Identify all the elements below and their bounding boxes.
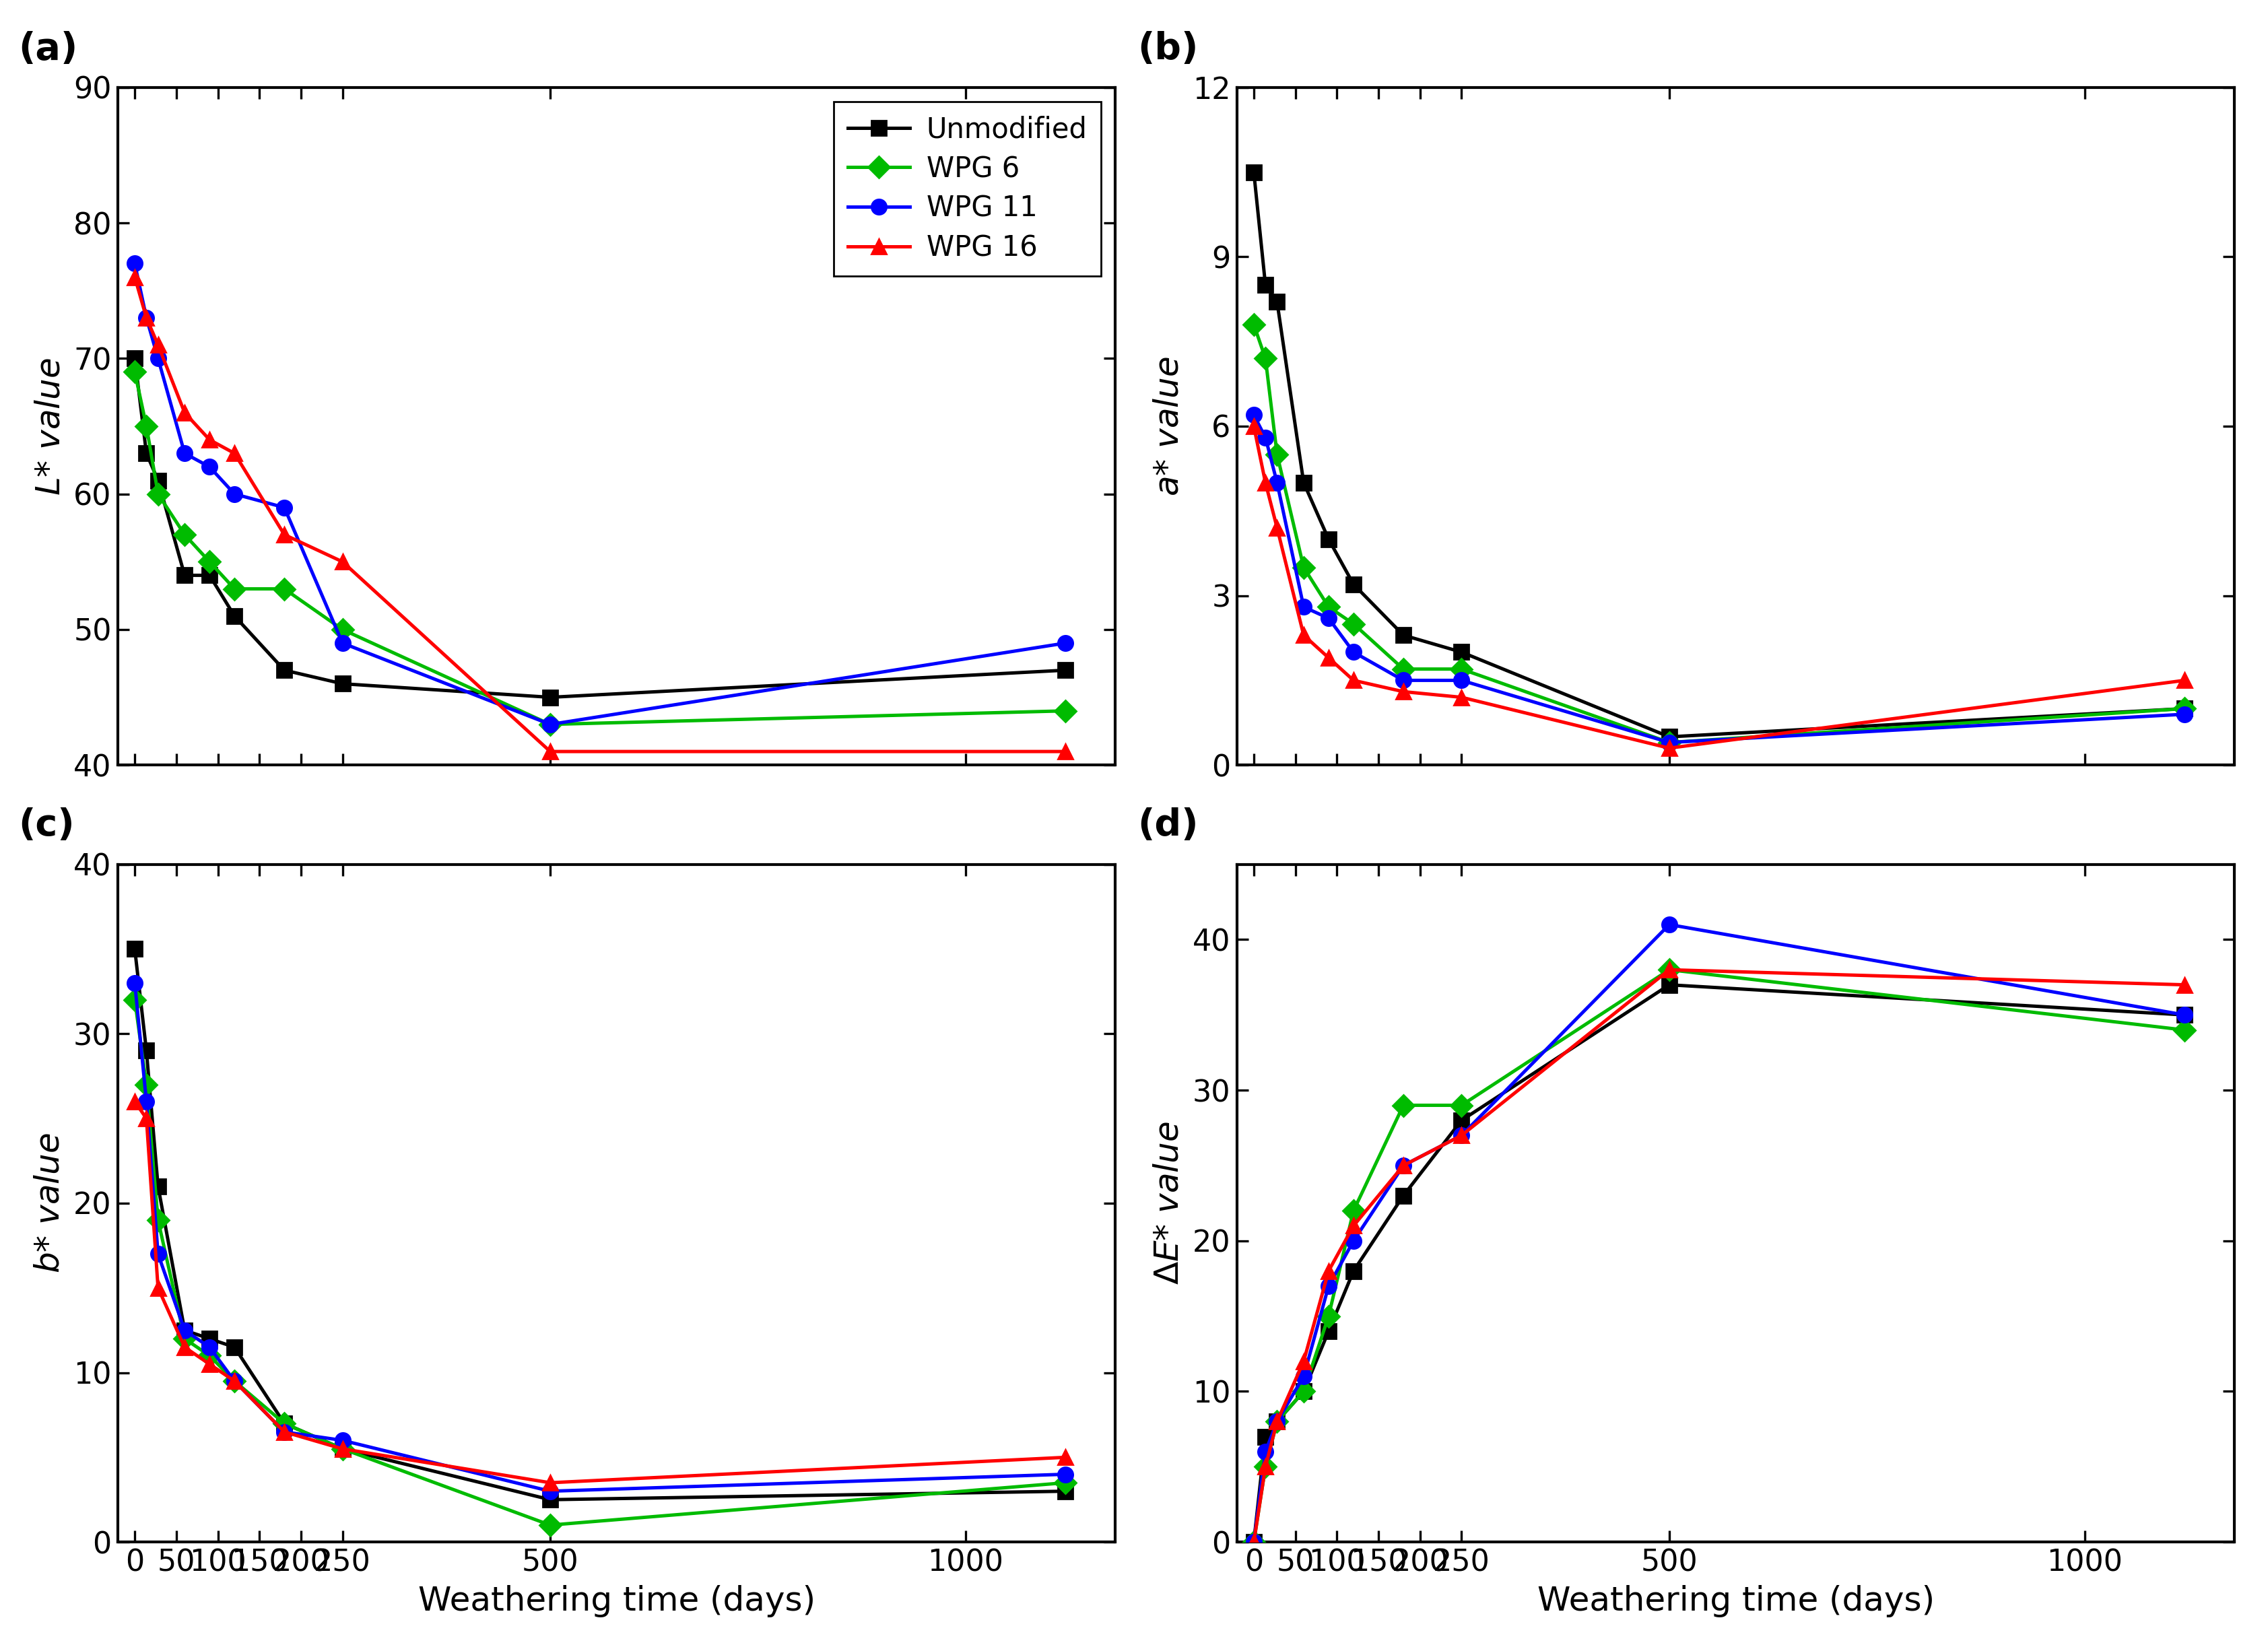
Text: (d): (d) [1139, 807, 1198, 844]
WPG 16 [1052, 741, 1080, 761]
Line: WPG 6: WPG 6 [127, 365, 1073, 731]
X-axis label: Weathering time (days): Weathering time (days) [1538, 1585, 1935, 1618]
Y-axis label: $a$* value: $a$* value [1152, 357, 1184, 497]
WPG 11 [270, 497, 297, 517]
WPG 11 [120, 254, 147, 274]
WPG 16 [195, 429, 222, 449]
X-axis label: Weathering time (days): Weathering time (days) [417, 1585, 816, 1618]
Text: (b): (b) [1139, 31, 1198, 68]
WPG 6 [195, 551, 222, 571]
WPG 11 [134, 307, 161, 327]
WPG 16 [270, 525, 297, 545]
WPG 6 [170, 525, 197, 545]
Unmodified [220, 606, 247, 626]
Text: (c): (c) [18, 807, 75, 844]
Y-axis label: $L$* value: $L$* value [34, 357, 66, 495]
WPG 11 [1052, 634, 1080, 654]
WPG 6 [220, 580, 247, 599]
Unmodified [329, 674, 356, 693]
WPG 11 [145, 348, 172, 368]
Unmodified [195, 565, 222, 584]
WPG 16 [134, 307, 161, 327]
Unmodified [145, 471, 172, 490]
Unmodified [170, 565, 197, 584]
Line: Unmodified: Unmodified [127, 352, 1073, 705]
WPG 11 [329, 634, 356, 654]
WPG 11 [195, 457, 222, 477]
WPG 16 [145, 335, 172, 355]
WPG 6 [538, 715, 565, 735]
WPG 11 [220, 484, 247, 504]
Text: (a): (a) [18, 31, 77, 68]
Unmodified [120, 348, 147, 368]
WPG 11 [538, 715, 565, 735]
WPG 11 [170, 444, 197, 464]
WPG 16 [170, 403, 197, 423]
Y-axis label: $b$* value: $b$* value [34, 1133, 66, 1273]
Unmodified [538, 687, 565, 707]
Y-axis label: $\Delta E$* value: $\Delta E$* value [1152, 1121, 1184, 1284]
Legend: Unmodified, WPG 6, WPG 11, WPG 16: Unmodified, WPG 6, WPG 11, WPG 16 [835, 101, 1102, 276]
WPG 6 [134, 416, 161, 436]
Line: WPG 16: WPG 16 [127, 269, 1073, 759]
Unmodified [134, 444, 161, 464]
WPG 16 [329, 551, 356, 571]
WPG 6 [329, 619, 356, 639]
WPG 6 [145, 484, 172, 504]
WPG 6 [1052, 702, 1080, 721]
Unmodified [270, 660, 297, 680]
WPG 16 [538, 741, 565, 761]
WPG 16 [120, 267, 147, 287]
Line: WPG 11: WPG 11 [127, 256, 1073, 731]
Unmodified [1052, 660, 1080, 680]
WPG 6 [270, 580, 297, 599]
WPG 6 [120, 362, 147, 381]
WPG 16 [220, 444, 247, 464]
